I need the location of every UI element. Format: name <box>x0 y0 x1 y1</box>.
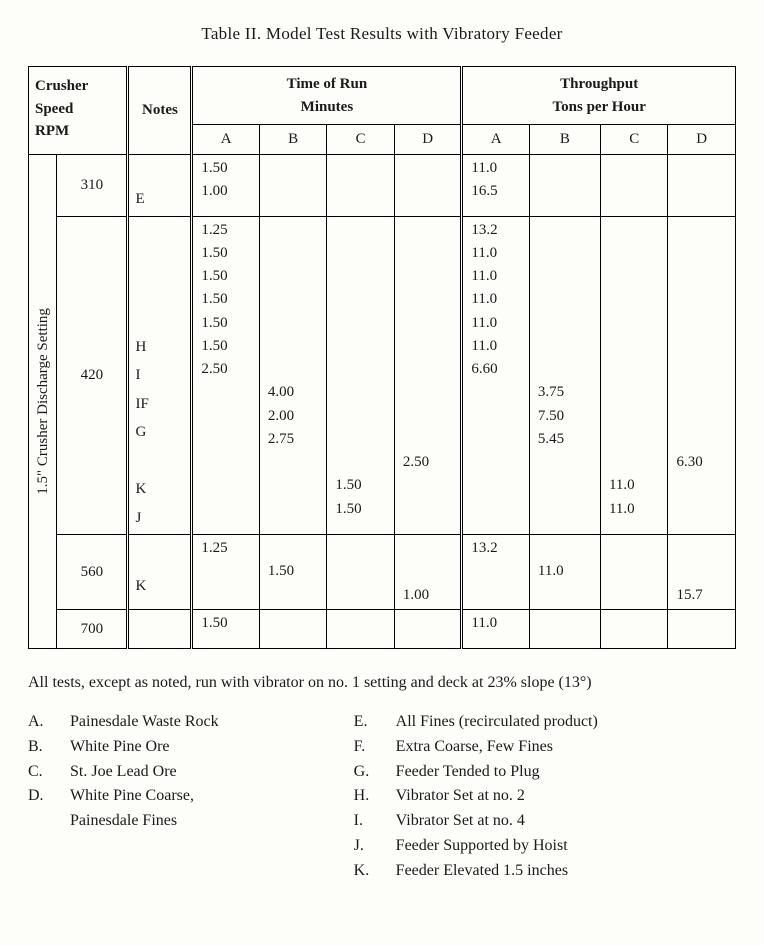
hdr-tp-D: D <box>668 125 736 155</box>
rpm-420: 420 <box>57 216 128 535</box>
tpB-310 <box>529 154 600 216</box>
hdr-tp-B: B <box>529 125 600 155</box>
tpD-310 <box>668 154 736 216</box>
hdr-time-B: B <box>259 125 327 155</box>
timeC-700 <box>327 609 395 649</box>
timeB-700 <box>259 609 327 649</box>
hdr-throughput-group: Throughput Tons per Hour <box>462 67 736 125</box>
rpm-310: 310 <box>57 154 128 216</box>
tpB-560: 11.0 <box>529 535 600 610</box>
tpB-700 <box>529 609 600 649</box>
timeD-420: 2.50 <box>394 216 462 535</box>
timeB-420: 4.00 2.00 2.75 <box>259 216 327 535</box>
hdr-time-D: D <box>394 125 462 155</box>
hdr-tp-C: C <box>600 125 668 155</box>
table-row: 1.5" Crusher Discharge Setting 310 E 1.5… <box>29 154 736 216</box>
legend-right-vals: All Fines (recirculated product) Extra C… <box>396 710 598 884</box>
tpA-560: 13.2 <box>462 535 530 610</box>
legend-right-keys: E. F. G. H. I. J. K. <box>354 710 396 884</box>
legend-left-keys: A. B. C. D. <box>28 710 70 884</box>
hdr-time-C: C <box>327 125 395 155</box>
timeD-310 <box>394 154 462 216</box>
timeA-420: 1.25 1.50 1.50 1.50 1.50 1.50 2.50 <box>192 216 260 535</box>
tpC-420: 11.0 11.0 <box>600 216 668 535</box>
discharge-setting-label: 1.5" Crusher Discharge Setting <box>29 154 57 649</box>
results-table: Crusher Speed RPM Notes Time of Run Minu… <box>28 66 736 649</box>
timeC-560 <box>327 535 395 610</box>
timeD-560: 1.00 <box>394 535 462 610</box>
tpC-560 <box>600 535 668 610</box>
tpD-700 <box>668 609 736 649</box>
hdr-time-group: Time of Run Minutes <box>192 67 462 125</box>
tpA-310: 11.0 16.5 <box>462 154 530 216</box>
timeC-420: 1.50 1.50 <box>327 216 395 535</box>
timeA-700: 1.50 <box>192 609 260 649</box>
table-title: Table II. Model Test Results with Vibrat… <box>28 24 736 44</box>
tpD-560: 15.7 <box>668 535 736 610</box>
timeD-700 <box>394 609 462 649</box>
hdr-notes: Notes <box>128 67 192 155</box>
notes-700 <box>128 609 192 649</box>
legend: A. B. C. D. Painesdale Waste Rock White … <box>28 710 736 884</box>
hdr-tp-A: A <box>462 125 530 155</box>
table-row: 560 K 1.25 1.50 1.00 13.2 11.0 15.7 <box>29 535 736 610</box>
tpA-420: 13.2 11.0 11.0 11.0 11.0 11.0 6.60 <box>462 216 530 535</box>
table-row: 700 1.50 11.0 <box>29 609 736 649</box>
rpm-560: 560 <box>57 535 128 610</box>
timeA-310: 1.50 1.00 <box>192 154 260 216</box>
tpA-700: 11.0 <box>462 609 530 649</box>
rpm-700: 700 <box>57 609 128 649</box>
table-row: 420 H I IF G K J 1.25 1.50 1.50 1.50 1.5… <box>29 216 736 535</box>
timeB-310 <box>259 154 327 216</box>
tpB-420: 3.75 7.50 5.45 <box>529 216 600 535</box>
notes-420: H I IF G K J <box>128 216 192 535</box>
hdr-crusher-speed: Crusher Speed RPM <box>29 67 128 155</box>
hdr-time-A: A <box>192 125 260 155</box>
tpC-310 <box>600 154 668 216</box>
tpD-420: 6.30 <box>668 216 736 535</box>
timeC-310 <box>327 154 395 216</box>
notes-560: K <box>128 535 192 610</box>
timeB-560: 1.50 <box>259 535 327 610</box>
timeA-560: 1.25 <box>192 535 260 610</box>
tpC-700 <box>600 609 668 649</box>
legend-left-vals: Painesdale Waste Rock White Pine Ore St.… <box>70 710 219 884</box>
footnote: All tests, except as noted, run with vib… <box>28 671 736 696</box>
notes-310: E <box>128 154 192 216</box>
